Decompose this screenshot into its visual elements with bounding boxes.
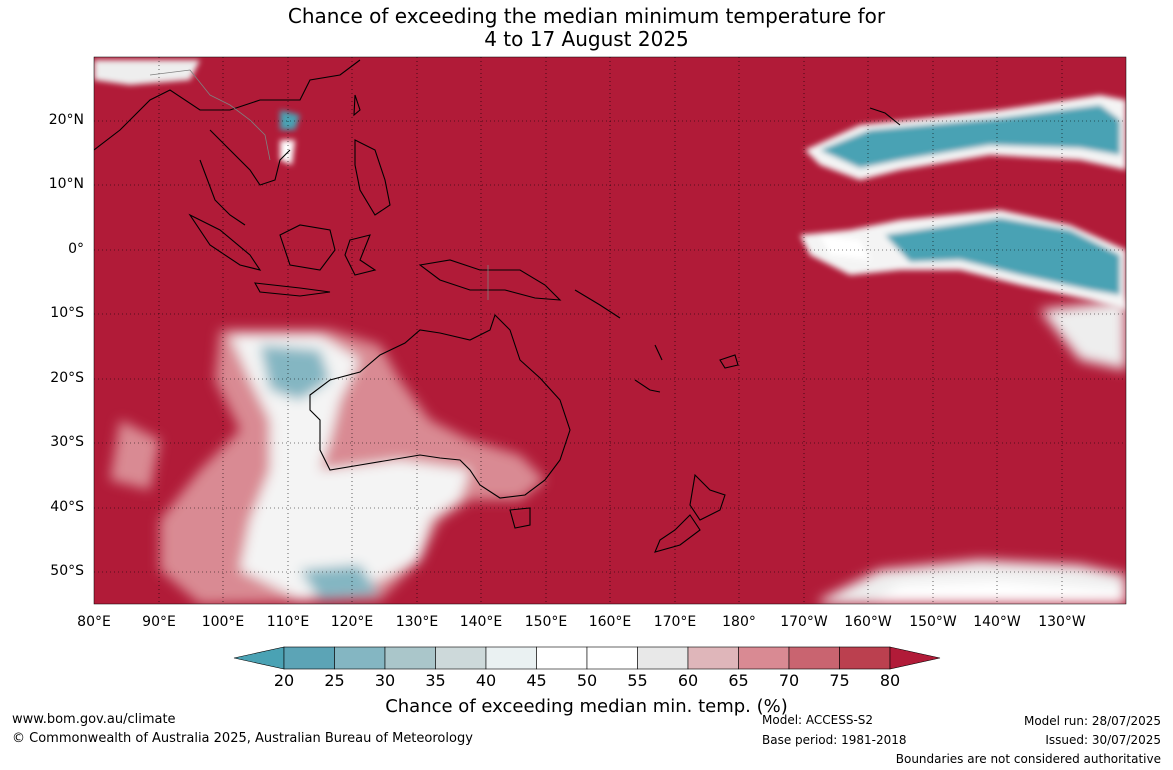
graticule bbox=[94, 57, 1126, 604]
colorbar-label: Chance of exceeding median min. temp. (%… bbox=[385, 696, 788, 717]
lon-label-160e: 160°E bbox=[588, 614, 632, 630]
website-link[interactable]: www.bom.gov.au/climate bbox=[12, 712, 176, 727]
map-title-line-1: Chance of exceeding the median minimum t… bbox=[287, 4, 886, 28]
sumatra-coast bbox=[188, 213, 262, 271]
colorbar-tick-label: 25 bbox=[324, 671, 345, 690]
lat-label-10n: 10°N bbox=[48, 176, 84, 192]
boundaries-disclaimer: Boundaries are not considered authoritat… bbox=[895, 752, 1161, 766]
lon-label-150w: 150°W bbox=[909, 614, 957, 630]
base-period: Base period: 1981-2018 bbox=[762, 733, 907, 747]
lat-label-10s: 10°S bbox=[50, 305, 84, 321]
tasmania-coast bbox=[509, 507, 531, 529]
colorbar-segment bbox=[637, 646, 689, 670]
colorbar-tick-label: 60 bbox=[677, 671, 699, 690]
colorbar-segment bbox=[788, 646, 840, 670]
colorbar-high-extension bbox=[889, 646, 941, 670]
colorbar-tick-label: 55 bbox=[627, 671, 648, 690]
sulawesi-coast bbox=[344, 234, 377, 276]
colorbar-tick-label: 80 bbox=[879, 671, 901, 690]
low-probability-region-asia bbox=[94, 60, 300, 165]
lon-label-160w: 160°W bbox=[844, 614, 892, 630]
colorbar-segment bbox=[384, 646, 436, 670]
colorbar-tick-label: 70 bbox=[778, 671, 800, 690]
lon-label-140e: 140°E bbox=[459, 614, 503, 630]
colorbar-tick-label: 65 bbox=[728, 671, 749, 690]
philippines-coast bbox=[354, 139, 391, 216]
lon-label-170w: 170°W bbox=[780, 614, 828, 630]
lon-label-130w: 130°W bbox=[1038, 614, 1086, 630]
lon-label-90e: 90°E bbox=[142, 614, 176, 630]
new-zealand-north bbox=[689, 473, 726, 521]
coastlines bbox=[94, 59, 901, 553]
taiwan-coast bbox=[353, 94, 361, 117]
model-name: Model: ACCESS-S2 bbox=[762, 713, 874, 727]
lat-label-20n: 20°N bbox=[48, 112, 84, 128]
fiji-coast bbox=[719, 354, 739, 369]
lat-label-50s: 50°S bbox=[50, 563, 84, 579]
vanuatu-coast bbox=[654, 344, 663, 361]
lat-label-30s: 30°S bbox=[50, 434, 84, 450]
solomon-islands-coast bbox=[574, 289, 621, 319]
australia-coast bbox=[309, 313, 571, 499]
hawaii-coast bbox=[869, 107, 901, 126]
colorbar-tick-label: 30 bbox=[374, 671, 396, 690]
colorbar-tick-label: 40 bbox=[475, 671, 497, 690]
lat-label-20s: 20°S bbox=[50, 370, 84, 386]
lon-label-80e: 80°E bbox=[77, 614, 111, 630]
colorbar-low-extension bbox=[233, 646, 285, 670]
lon-label-180: 180° bbox=[722, 614, 756, 630]
colorbar-segment bbox=[687, 646, 739, 670]
colorbar-segment bbox=[283, 646, 335, 670]
low-probability-region-indian-ocean bbox=[110, 330, 545, 604]
colorbar bbox=[233, 646, 941, 670]
colorbar-segment bbox=[738, 646, 790, 670]
issued-date: Issued: 30/07/2025 bbox=[1045, 733, 1161, 747]
asia-mainland-coast bbox=[94, 59, 361, 226]
borneo-coast bbox=[279, 224, 336, 271]
lon-label-120e: 120°E bbox=[330, 614, 374, 630]
new-zealand-south bbox=[654, 514, 701, 553]
colorbar-tick-label: 75 bbox=[829, 671, 850, 690]
below-median-region-equatorial-pacific bbox=[800, 210, 1126, 310]
map-title-line-2: 4 to 17 August 2025 bbox=[484, 27, 689, 51]
lon-label-170e: 170°E bbox=[653, 614, 697, 630]
colorbar-tick-label: 20 bbox=[273, 671, 295, 690]
lon-label-110e: 110°E bbox=[266, 614, 310, 630]
lat-label-40s: 40°S bbox=[50, 499, 84, 515]
map-frame bbox=[93, 56, 1127, 605]
colorbar-tick-label: 35 bbox=[425, 671, 446, 690]
model-run-date: Model run: 28/07/2025 bbox=[1023, 714, 1161, 728]
below-median-region-north-pacific bbox=[805, 95, 1126, 180]
lat-label-0: 0° bbox=[68, 241, 84, 257]
copyright-notice: © Commonwealth of Australia 2025, Austra… bbox=[12, 731, 473, 746]
colorbar-segment bbox=[586, 646, 638, 670]
colorbar-segment bbox=[536, 646, 588, 670]
colorbar-tick-label: 50 bbox=[576, 671, 598, 690]
new-caledonia-coast bbox=[634, 379, 661, 393]
colorbar-segment bbox=[435, 646, 487, 670]
lon-label-150e: 150°E bbox=[524, 614, 568, 630]
colorbar-tick-label: 45 bbox=[526, 671, 547, 690]
colorbar-segment bbox=[839, 646, 891, 670]
country-borders bbox=[149, 69, 489, 300]
lon-label-140w: 140°W bbox=[973, 614, 1021, 630]
lon-label-130e: 130°E bbox=[395, 614, 439, 630]
new-guinea-coast bbox=[418, 259, 562, 301]
colorbar-segment bbox=[334, 646, 386, 670]
colorbar-segment bbox=[485, 646, 537, 670]
lon-label-100e: 100°E bbox=[201, 614, 245, 630]
java-coast bbox=[254, 282, 331, 297]
